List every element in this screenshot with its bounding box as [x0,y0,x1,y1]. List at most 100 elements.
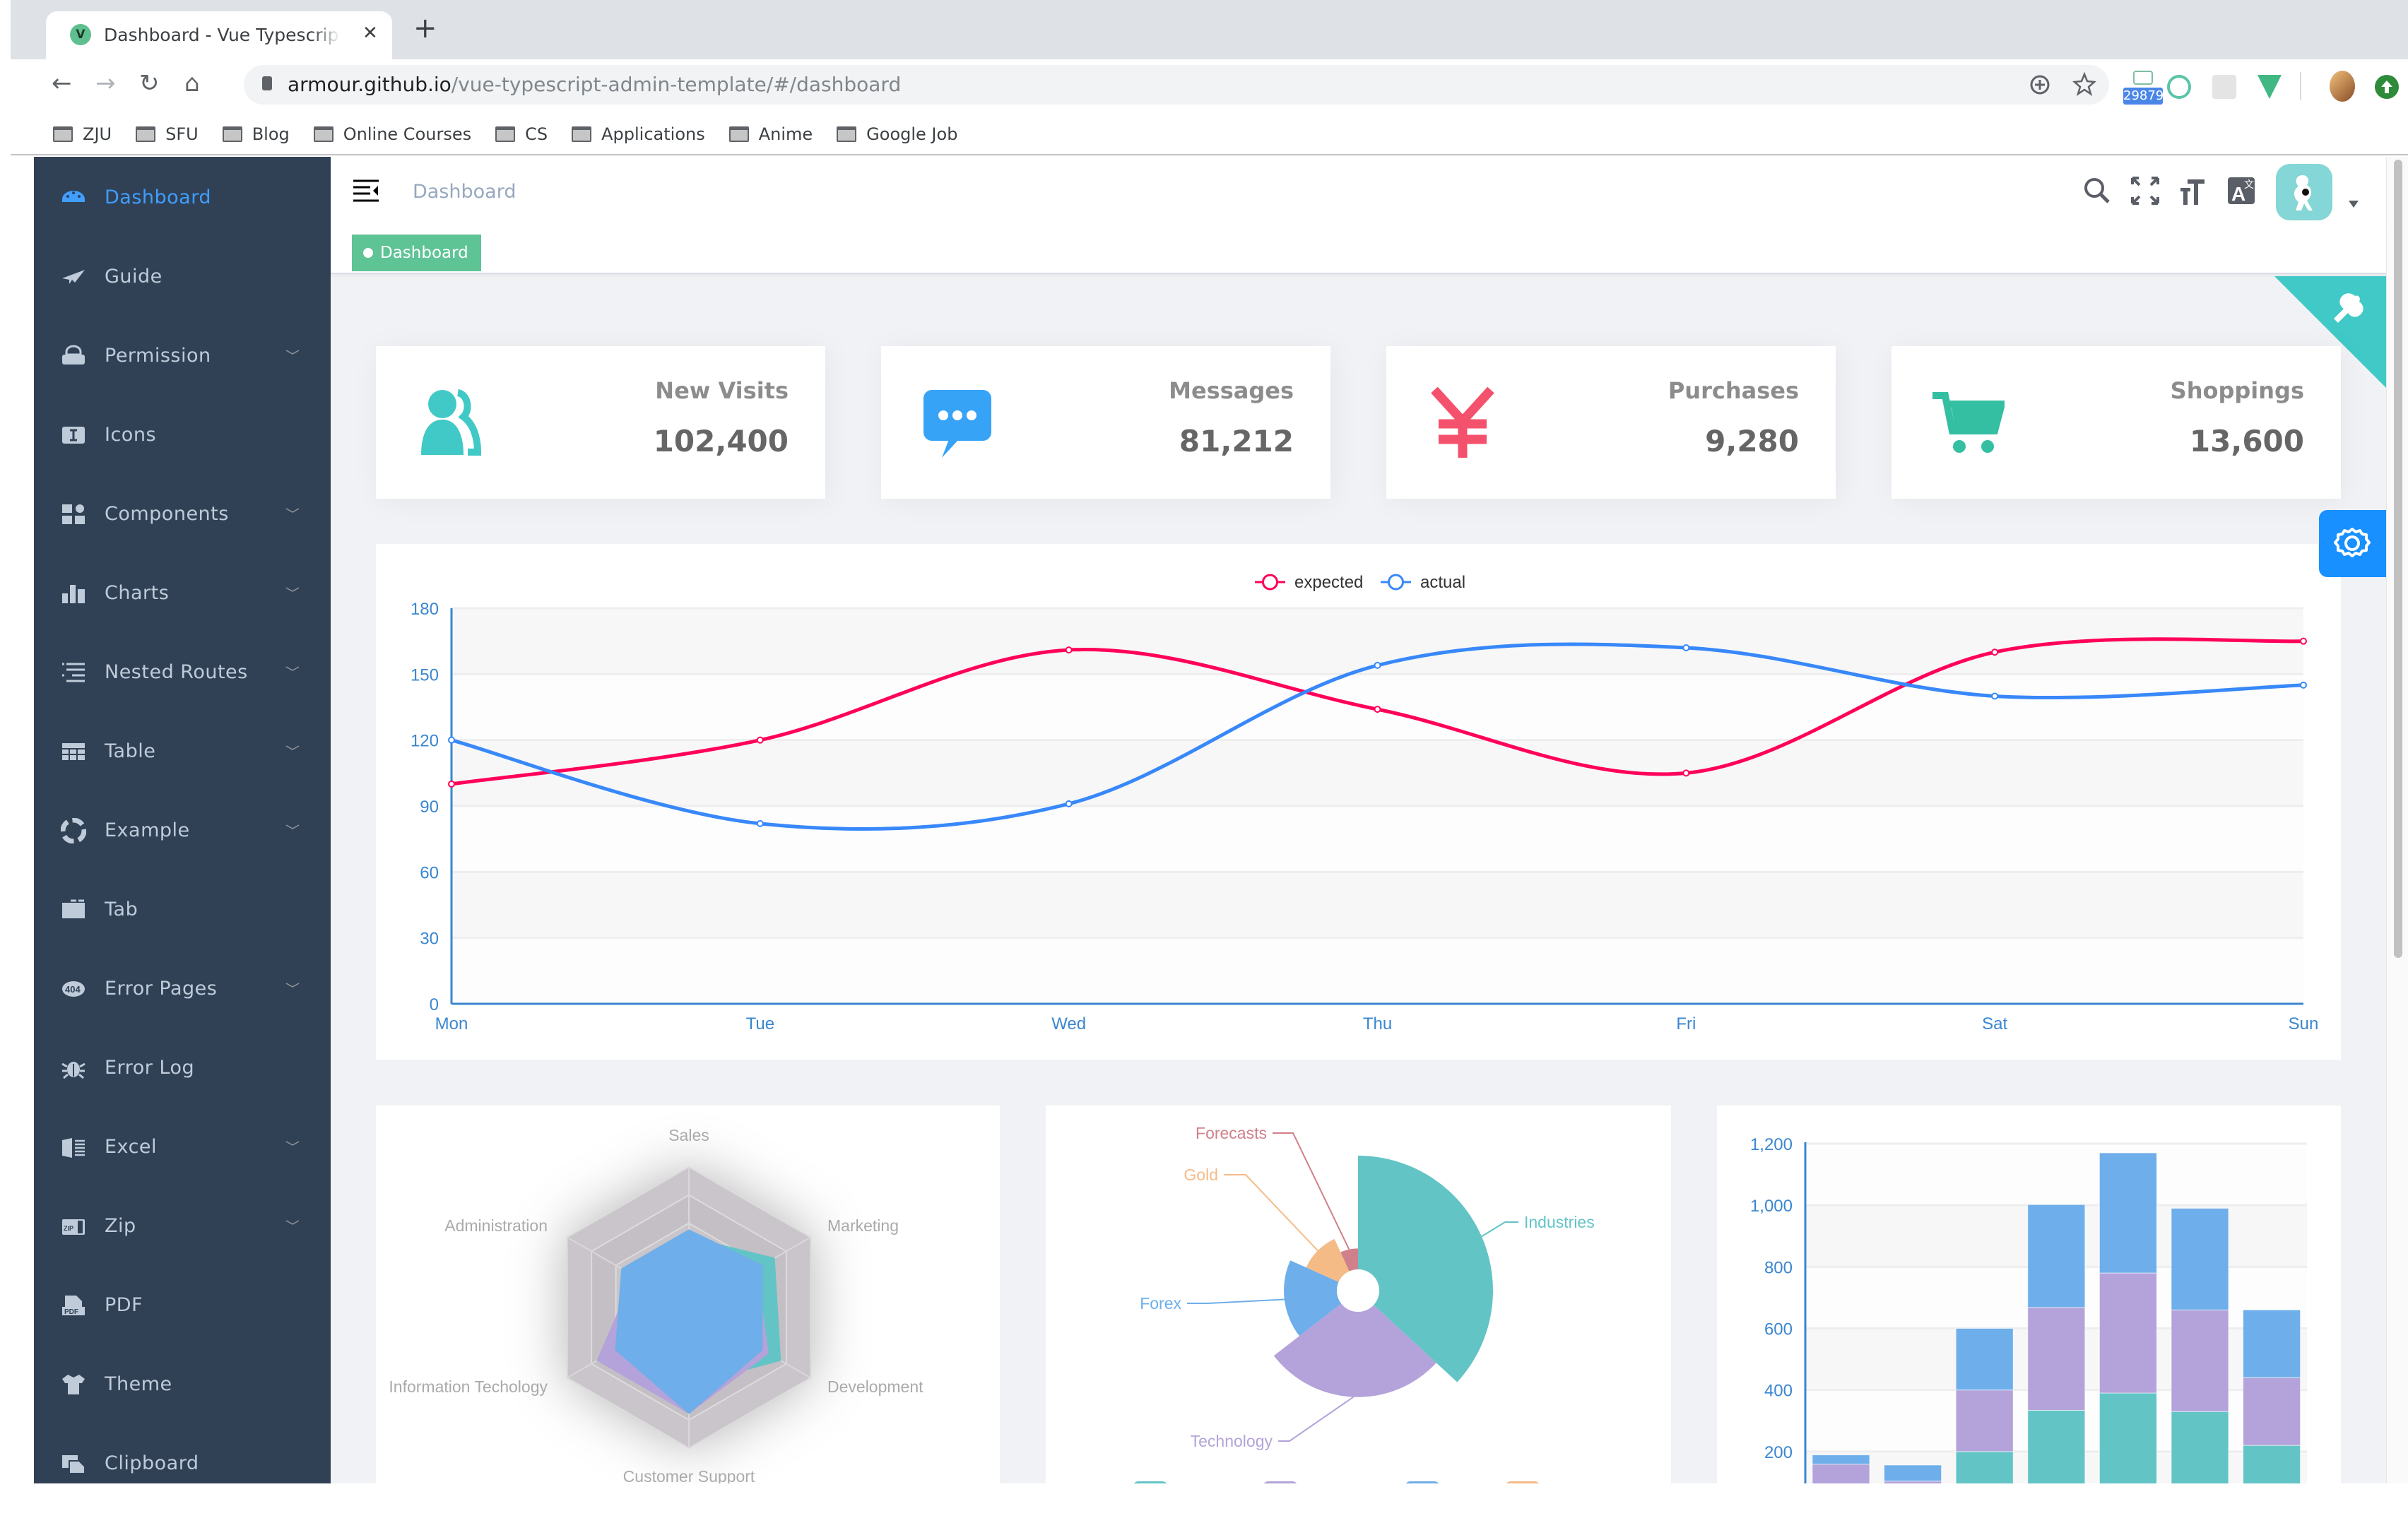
extension-react-icon[interactable] [2212,75,2236,99]
data-point-expected[interactable] [1065,646,1073,654]
data-point-actual[interactable] [1065,800,1073,807]
bar-segment-series-3[interactable] [1884,1464,1942,1482]
sidebar-item-excel[interactable]: Excel [34,1108,331,1187]
bar-segment-series-2[interactable] [2171,1309,2229,1412]
home-icon[interactable]: ⌂ [184,69,200,97]
fullscreen-icon[interactable] [2130,175,2161,206]
bar-segment-series-3[interactable] [2099,1152,2157,1274]
bar-segment-series-2[interactable] [1955,1389,2014,1452]
sidebar-item-table[interactable]: Table [34,712,331,791]
browser-tab[interactable]: V Dashboard - Vue Typescript Admin ✕ [46,11,392,59]
page-scrollbar[interactable] [2386,157,2408,1483]
data-point-actual[interactable] [756,819,764,827]
stat-card-messages[interactable]: Messages 81,212 [881,346,1330,499]
github-corner-icon[interactable] [2274,276,2386,388]
sidebar-item-nested-routes[interactable]: Nested Routes [34,633,331,712]
language-icon[interactable]: A文 [2226,175,2257,206]
sidebar-item-guide[interactable]: Guide [34,237,331,316]
sidebar-item-charts[interactable]: Charts [34,554,331,633]
sidebar-item-tab[interactable]: Tab [34,870,331,949]
data-point-expected[interactable] [1991,648,1999,656]
legend-item-technology[interactable]: Technology [1263,1481,1392,1483]
sidebar-item-components[interactable]: Components [34,475,331,554]
bar-segment-series-2[interactable] [2099,1272,2157,1394]
stat-card-purchases[interactable]: Purchases 9,280 [1386,346,1836,499]
sidebar-item-clipboard[interactable]: Clipboard [34,1424,331,1483]
chevron-down-icon[interactable] [285,503,300,518]
lock-icon[interactable] [262,76,272,90]
stat-card-new-visits[interactable]: New Visits 102,400 [376,346,825,499]
sidebar-item-error-pages[interactable]: 404 Error Pages [34,949,331,1029]
bar-segment-series-1[interactable] [2171,1411,2229,1483]
legend-item-industries[interactable]: Industries [1133,1481,1250,1483]
font-size-icon[interactable] [2178,175,2209,206]
data-point-actual[interactable] [448,736,455,744]
chevron-down-icon[interactable] [285,661,300,677]
bar-segment-series-2[interactable] [1812,1464,1870,1483]
pie-slice-forex[interactable] [1284,1260,1342,1337]
pie-slice-gold[interactable] [1306,1238,1350,1282]
bookmark-anime[interactable]: Anime [728,124,813,144]
bar-segment-series-3[interactable] [2243,1309,2301,1378]
bar-segment-series-3[interactable] [1812,1454,1870,1465]
bar-segment-series-3[interactable] [2171,1208,2229,1310]
zoom-plus-icon[interactable] [2029,73,2051,96]
bookmark-blog[interactable]: Blog [222,124,290,144]
back-arrow-icon[interactable]: ← [52,69,72,97]
chevron-down-icon[interactable] [285,345,300,360]
legend-item-gold[interactable]: Gold [1505,1481,1585,1483]
data-point-actual[interactable] [1682,644,1690,651]
reload-icon[interactable]: ↻ [139,69,160,97]
data-point-expected[interactable] [448,780,455,788]
chevron-down-icon[interactable] [285,1215,300,1231]
bar-segment-series-2[interactable] [2243,1377,2301,1446]
data-point-actual[interactable] [1374,661,1381,669]
legend-item-actual[interactable]: actual [1381,573,1465,592]
sidebar-item-example[interactable]: Example [34,791,331,870]
tag-dashboard[interactable]: Dashboard [352,235,481,271]
extension-vue-devtools-icon[interactable] [2258,75,2282,99]
url-text[interactable]: armour.github.io/vue-typescript-admin-te… [288,72,901,97]
pie-slice-forecasts[interactable] [1340,1248,1358,1272]
search-icon[interactable] [2082,175,2113,206]
sidebar-item-theme[interactable]: Theme [34,1345,331,1424]
bar-segment-series-3[interactable] [1955,1328,2014,1391]
bookmark-star-icon[interactable] [2072,72,2096,96]
bookmark-zju[interactable]: ZJU [53,124,112,144]
sidebar-item-permission[interactable]: Permission [34,316,331,396]
data-point-expected[interactable] [1374,706,1381,713]
radar-series-area[interactable] [615,1229,763,1414]
bar-segment-series-1[interactable] [2243,1445,2301,1483]
data-point-expected[interactable] [756,736,764,744]
sidebar-item-icons[interactable]: Icons [34,396,331,475]
bookmark-cs[interactable]: CS [495,124,548,144]
extension-mail-icon[interactable]: 29879 [2123,71,2163,106]
pie-slice-technology[interactable] [1273,1303,1436,1397]
address-bar[interactable]: armour.github.io/vue-typescript-admin-te… [244,65,2109,105]
scrollbar-thumb[interactable] [2394,160,2402,958]
new-tab-button[interactable]: + [413,12,437,45]
legend-item-forex[interactable]: Forex [1405,1481,1492,1483]
chevron-down-icon[interactable] [285,978,300,993]
bookmark-sfu[interactable]: SFU [136,124,199,144]
data-point-expected[interactable] [2300,637,2307,645]
sidebar-item-dashboard[interactable]: Dashboard [34,158,331,237]
data-point-expected[interactable] [1682,769,1690,777]
bar-segment-series-2[interactable] [2027,1307,2086,1411]
chevron-down-icon[interactable] [285,819,300,835]
update-arrow-icon[interactable] [2375,75,2399,99]
settings-button[interactable] [2319,510,2386,577]
sidebar-item-zip[interactable]: ZIP Zip [34,1187,331,1266]
data-point-actual[interactable] [2300,681,2307,689]
chevron-down-icon[interactable] [285,1136,300,1151]
bar-segment-series-3[interactable] [2027,1204,2086,1308]
sidebar-item-pdf[interactable]: PDF PDF [34,1266,331,1345]
bar-segment-series-1[interactable] [2027,1409,2086,1483]
stat-card-shoppings[interactable]: Shoppings 13,600 [1891,346,2341,499]
bookmark-online-courses[interactable]: Online Courses [313,124,471,144]
sidebar-item-error-log[interactable]: Error Log [34,1029,331,1108]
chevron-down-icon[interactable] [285,740,300,756]
user-avatar[interactable] [2276,164,2332,220]
legend-item-expected[interactable]: expected [1255,573,1363,592]
data-point-actual[interactable] [1991,692,1999,700]
